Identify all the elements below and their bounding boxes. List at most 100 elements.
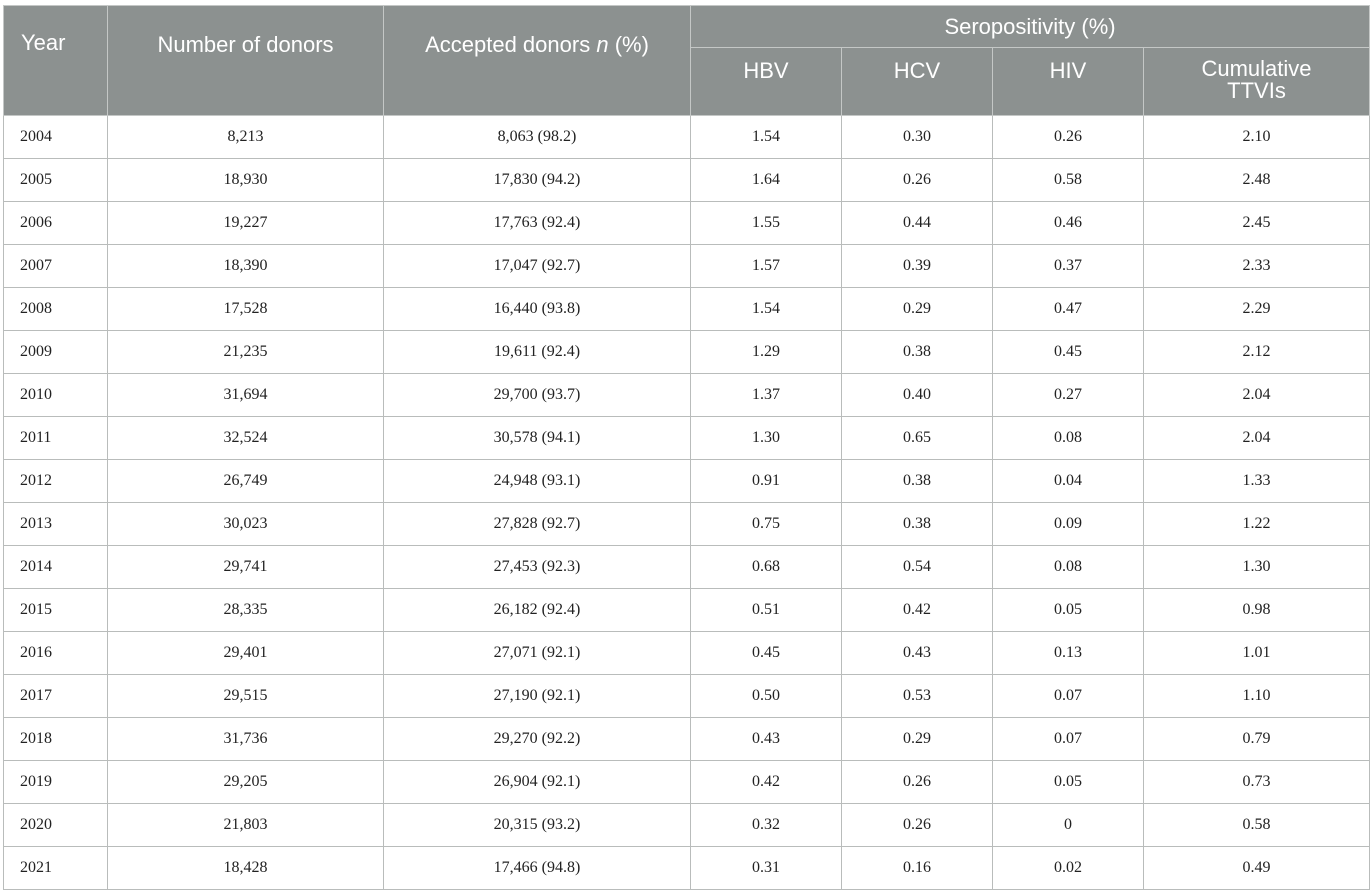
cell-hcv: 0.26 bbox=[841, 803, 993, 847]
cell-number-of-donors: 19,227 bbox=[107, 201, 384, 245]
cell-cumulative-ttvis: 1.01 bbox=[1142, 631, 1371, 675]
cell-year: 2021 bbox=[3, 846, 108, 890]
cell-hcv: 0.38 bbox=[841, 459, 993, 503]
header-accepted-n: n bbox=[596, 32, 609, 57]
header-accepted-prefix: Accepted donors bbox=[425, 32, 597, 57]
cell-number-of-donors: 29,515 bbox=[107, 674, 384, 718]
header-accepted-suffix: (%) bbox=[608, 32, 649, 57]
cell-hcv: 0.44 bbox=[841, 201, 993, 245]
cell-hiv: 0.26 bbox=[992, 115, 1144, 159]
cell-hbv: 0.50 bbox=[690, 674, 842, 718]
cell-hbv: 0.32 bbox=[690, 803, 842, 847]
table-body: 2004 8,213 8,063 (98.2) 1.54 0.30 0.26 2.10 200… bbox=[3, 115, 1371, 890]
cell-cumulative-ttvis: 2.04 bbox=[1142, 373, 1371, 417]
cell-cumulative-ttvis: 0.49 bbox=[1142, 846, 1371, 890]
cell-hbv: 0.51 bbox=[690, 588, 842, 632]
cell-cumulative-ttvis: 0.73 bbox=[1142, 760, 1371, 804]
cell-accepted-donors: 26,182 (92.4) bbox=[383, 588, 691, 632]
cell-year: 2019 bbox=[3, 760, 108, 804]
cell-cumulative-ttvis: 1.30 bbox=[1142, 545, 1371, 589]
cell-hbv: 1.54 bbox=[690, 115, 842, 159]
cell-accepted-donors: 30,578 (94.1) bbox=[383, 416, 691, 460]
cell-year: 2013 bbox=[3, 502, 108, 546]
cell-year: 2007 bbox=[3, 244, 108, 288]
cell-hiv: 0.07 bbox=[992, 717, 1144, 761]
header-accepted-donors: Accepted donors n (%) bbox=[383, 5, 691, 116]
cell-hiv: 0.05 bbox=[992, 760, 1144, 804]
cell-hbv: 1.64 bbox=[690, 158, 842, 202]
cell-hbv: 1.57 bbox=[690, 244, 842, 288]
cell-number-of-donors: 31,694 bbox=[107, 373, 384, 417]
cell-hiv: 0.47 bbox=[992, 287, 1144, 331]
cell-number-of-donors: 32,524 bbox=[107, 416, 384, 460]
cell-number-of-donors: 8,213 bbox=[107, 115, 384, 159]
cell-cumulative-ttvis: 2.04 bbox=[1142, 416, 1371, 460]
cell-hbv: 0.68 bbox=[690, 545, 842, 589]
cell-hiv: 0.08 bbox=[992, 545, 1144, 589]
cell-accepted-donors: 17,763 (92.4) bbox=[383, 201, 691, 245]
cell-year: 2016 bbox=[3, 631, 108, 675]
cell-hcv: 0.38 bbox=[841, 330, 993, 374]
cell-number-of-donors: 21,235 bbox=[107, 330, 384, 374]
cell-hiv: 0 bbox=[992, 803, 1144, 847]
table-row: 2005 18,930 17,830 (94.2) 1.64 0.26 0.58 2.48 bbox=[3, 158, 1371, 202]
cell-year: 2004 bbox=[3, 115, 108, 159]
header-seropositivity: Seropositivity (%) bbox=[689, 5, 1371, 48]
cell-hcv: 0.26 bbox=[841, 760, 993, 804]
cell-hcv: 0.29 bbox=[841, 287, 993, 331]
table-row: 2019 29,205 26,904 (92.1) 0.42 0.26 0.05 0.73 bbox=[3, 760, 1371, 804]
cell-number-of-donors: 26,749 bbox=[107, 459, 384, 503]
cell-accepted-donors: 29,270 (92.2) bbox=[383, 717, 691, 761]
cell-hcv: 0.54 bbox=[841, 545, 993, 589]
table-row: 2013 30,023 27,828 (92.7) 0.75 0.38 0.09 1.22 bbox=[3, 502, 1371, 546]
cell-hiv: 0.13 bbox=[992, 631, 1144, 675]
cell-hbv: 1.37 bbox=[690, 373, 842, 417]
table-row: 2007 18,390 17,047 (92.7) 1.57 0.39 0.37 2.33 bbox=[3, 244, 1371, 288]
cell-hbv: 1.54 bbox=[690, 287, 842, 331]
cell-hiv: 0.05 bbox=[992, 588, 1144, 632]
cell-hiv: 0.37 bbox=[992, 244, 1144, 288]
header-hiv: HIV bbox=[992, 47, 1144, 116]
cell-cumulative-ttvis: 1.22 bbox=[1142, 502, 1371, 546]
donor-seropositivity-table: Year Number of donors Accepted donors n … bbox=[3, 5, 1371, 890]
table-row: 2011 32,524 30,578 (94.1) 1.30 0.65 0.08 2.04 bbox=[3, 416, 1371, 460]
table-header: Year Number of donors Accepted donors n … bbox=[3, 5, 1371, 116]
cell-cumulative-ttvis: 2.33 bbox=[1142, 244, 1371, 288]
table-row: 2021 18,428 17,466 (94.8) 0.31 0.16 0.02 0.49 bbox=[3, 846, 1371, 890]
cell-year: 2020 bbox=[3, 803, 108, 847]
cell-hbv: 0.75 bbox=[690, 502, 842, 546]
cell-accepted-donors: 16,440 (93.8) bbox=[383, 287, 691, 331]
cell-hcv: 0.65 bbox=[841, 416, 993, 460]
cell-hiv: 0.07 bbox=[992, 674, 1144, 718]
header-number-of-donors: Number of donors bbox=[107, 5, 384, 116]
cell-year: 2009 bbox=[3, 330, 108, 374]
table-row: 2012 26,749 24,948 (93.1) 0.91 0.38 0.04 1.33 bbox=[3, 459, 1371, 503]
cell-accepted-donors: 27,828 (92.7) bbox=[383, 502, 691, 546]
cell-year: 2012 bbox=[3, 459, 108, 503]
cell-accepted-donors: 27,071 (92.1) bbox=[383, 631, 691, 675]
cell-hcv: 0.26 bbox=[841, 158, 993, 202]
cell-hcv: 0.43 bbox=[841, 631, 993, 675]
cell-year: 2011 bbox=[3, 416, 108, 460]
table-row: 2014 29,741 27,453 (92.3) 0.68 0.54 0.08 1.30 bbox=[3, 545, 1371, 589]
cell-year: 2005 bbox=[3, 158, 108, 202]
cell-accepted-donors: 8,063 (98.2) bbox=[383, 115, 691, 159]
cell-hcv: 0.30 bbox=[841, 115, 993, 159]
cell-hiv: 0.27 bbox=[992, 373, 1144, 417]
cell-hbv: 0.42 bbox=[690, 760, 842, 804]
cell-number-of-donors: 28,335 bbox=[107, 588, 384, 632]
cell-hbv: 0.91 bbox=[690, 459, 842, 503]
header-cumulative-ttvis: Cumulative TTVIs bbox=[1142, 47, 1371, 116]
cell-number-of-donors: 18,428 bbox=[107, 846, 384, 890]
cell-hbv: 0.31 bbox=[690, 846, 842, 890]
cell-accepted-donors: 19,611 (92.4) bbox=[383, 330, 691, 374]
cell-accepted-donors: 17,047 (92.7) bbox=[383, 244, 691, 288]
cell-year: 2008 bbox=[3, 287, 108, 331]
cell-cumulative-ttvis: 0.58 bbox=[1142, 803, 1371, 847]
header-hbv: HBV bbox=[690, 47, 842, 116]
table-row: 2018 31,736 29,270 (92.2) 0.43 0.29 0.07 0.79 bbox=[3, 717, 1371, 761]
cell-year: 2014 bbox=[3, 545, 108, 589]
cell-accepted-donors: 17,830 (94.2) bbox=[383, 158, 691, 202]
cell-cumulative-ttvis: 1.10 bbox=[1142, 674, 1371, 718]
cell-number-of-donors: 29,205 bbox=[107, 760, 384, 804]
